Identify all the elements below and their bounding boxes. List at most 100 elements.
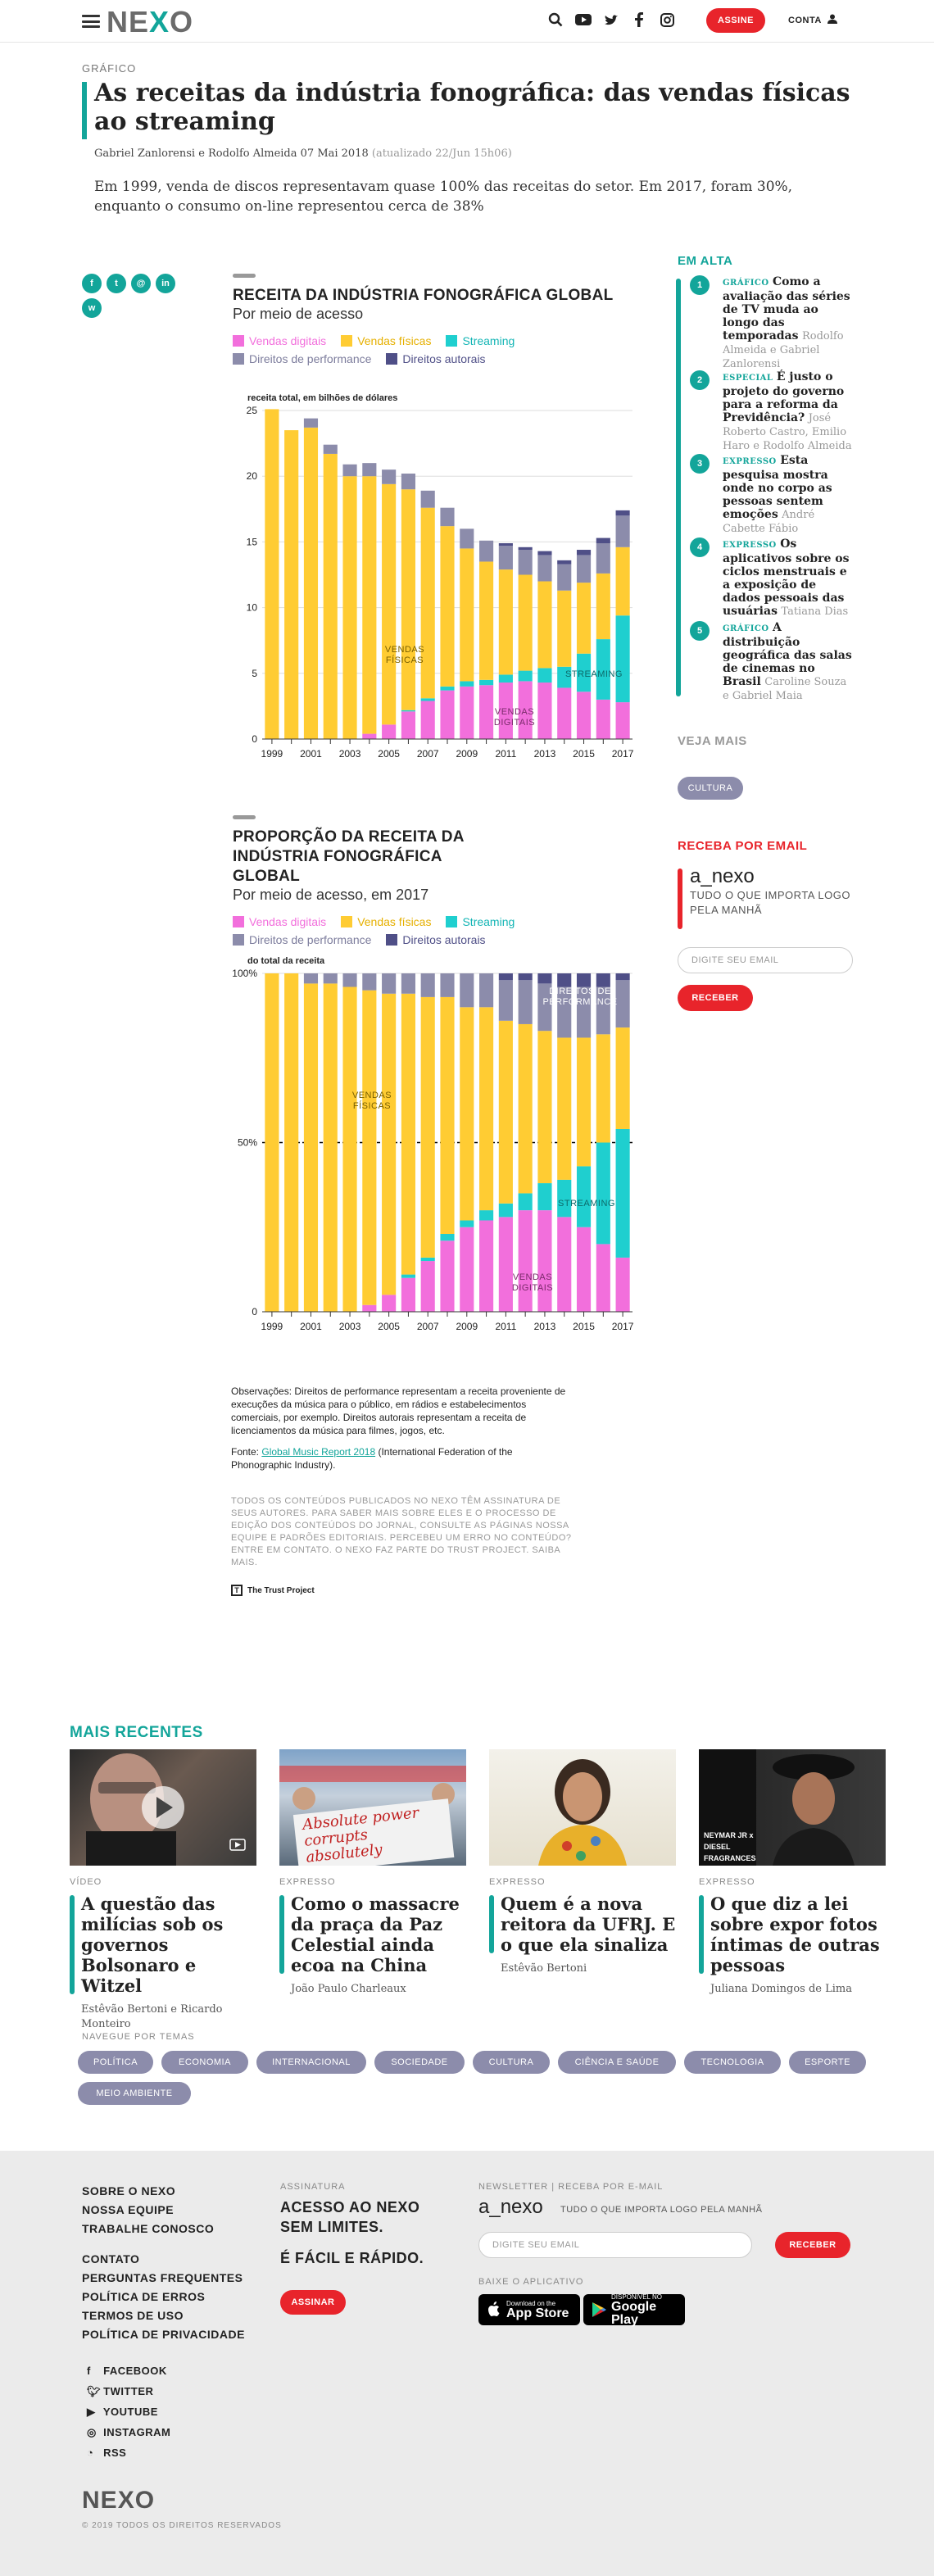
trust-project-logo[interactable]: T The Trust Project (231, 1585, 315, 1596)
byline-authors: Gabriel Zanlorensi e Rodolfo Almeida 07 … (94, 147, 369, 160)
footer-twitter[interactable]: 🐦︎ TWITTER (87, 2381, 170, 2401)
recent-card[interactable]: VÍDEO A questão das milícias sob os gove… (70, 1749, 256, 2032)
bar-segment (518, 973, 533, 981)
topic-ciencia-saude[interactable]: CIÊNCIA E SAÚDE (558, 2051, 676, 2074)
source-line: Fonte: Global Music Report 2018 (Interna… (231, 1446, 513, 1471)
card-title[interactable]: O que diz a lei sobre expor fotos íntima… (699, 1893, 886, 1975)
bar-segment (479, 540, 494, 562)
y-tick-label: 0 (252, 1306, 257, 1317)
recent-card[interactable]: Absolute power corrupts absolutely EXPRE… (279, 1749, 466, 1997)
card-title[interactable]: A questão das milícias sob os governos B… (70, 1893, 256, 1996)
source-link[interactable]: Global Music Report 2018 (261, 1446, 376, 1458)
share-whatsapp-icon[interactable]: w (82, 298, 102, 318)
share-twitter-icon[interactable]: t (107, 274, 126, 293)
footer-rss[interactable]: ◔ RSS (87, 2442, 170, 2463)
recent-card[interactable]: EXPRESSO Quem é a nova reitora da UFRJ. … (489, 1749, 676, 1976)
trending-item[interactable]: 1 GRÁFICO Como a avaliação das séries de … (690, 275, 855, 371)
x-tick-label: 2015 (573, 1321, 595, 1332)
bar-segment (557, 687, 572, 739)
footer-link[interactable]: TERMOS DE USO (82, 2309, 184, 2322)
trending-title[interactable]: É justo o projeto do governo para a refo… (723, 370, 845, 424)
sub-line: É FÁCIL E RÁPIDO. (280, 2250, 424, 2266)
footer-receive-button[interactable]: RECEBER (775, 2232, 850, 2258)
instagram-icon[interactable] (659, 11, 675, 28)
recent-image-protest[interactable]: Absolute power corrupts absolutely (279, 1749, 466, 1866)
trending-title[interactable]: A distribuição geográfica das salas de c… (723, 621, 852, 688)
share-email-icon[interactable]: @ (131, 274, 151, 293)
footer-link[interactable]: SOBRE O NEXO (82, 2184, 176, 2197)
sidebar-receive-button[interactable]: RECEBER (678, 985, 753, 1011)
footer-instagram[interactable]: ◎ INSTAGRAM (87, 2422, 170, 2442)
youtube-icon[interactable] (575, 11, 592, 28)
chart-annotation: STREAMING (558, 1199, 615, 1209)
bar-segment (537, 1183, 552, 1211)
logo[interactable]: NEXO (107, 5, 194, 39)
menu-icon[interactable] (82, 15, 100, 28)
tag-cultura[interactable]: CULTURA (678, 777, 743, 800)
search-icon[interactable] (547, 11, 564, 28)
share-facebook-icon[interactable]: f (82, 274, 102, 293)
bar-segment (460, 681, 474, 687)
trending-title[interactable]: Os aplicativos sobre os ciclos menstruai… (723, 537, 850, 618)
account-button[interactable]: CONTA (788, 14, 837, 25)
footer-facebook[interactable]: f FACEBOOK (87, 2361, 170, 2381)
bar-segment (596, 1034, 610, 1143)
topic-sociedade[interactable]: SOCIEDADE (374, 2051, 465, 2074)
footer-link[interactable]: POLÍTICA DE PRIVACIDADE (82, 2328, 245, 2341)
bar-segment (596, 1244, 610, 1312)
footer-link[interactable]: CONTATO (82, 2252, 140, 2265)
bar-segment (615, 702, 630, 739)
bar-segment (479, 973, 494, 1008)
footer-link[interactable]: PERGUNTAS FREQUENTES (82, 2271, 243, 2284)
topic-politica[interactable]: POLÍTICA (78, 2051, 153, 2074)
bar-segment (537, 1031, 552, 1184)
footer-youtube[interactable]: ▶ YOUTUBE (87, 2401, 170, 2422)
topic-cultura[interactable]: CULTURA (473, 2051, 550, 2074)
y-tick-label: 0 (252, 733, 257, 745)
app-store-button[interactable]: Download on the App Store (478, 2294, 580, 2325)
footer-link[interactable]: POLÍTICA DE ERROS (82, 2290, 206, 2303)
trending-item[interactable]: 2 ESPECIAL É justo o projeto do governo p… (690, 370, 855, 453)
bar-segment (420, 973, 435, 997)
recent-image-neymar[interactable]: NEYMAR JR x DIESEL FRAGRANCES (699, 1749, 886, 1866)
topic-esporte[interactable]: ESPORTE (789, 2051, 866, 2074)
bar-segment (479, 685, 494, 739)
footer-logo[interactable]: NEXO (82, 2487, 156, 2514)
recent-image-portrait[interactable] (489, 1749, 676, 1866)
footer-link[interactable]: TRABALHE CONOSCO (82, 2222, 215, 2235)
topic-internacional[interactable]: INTERNACIONAL (256, 2051, 366, 2074)
subscribe-button[interactable]: ASSINE (706, 8, 765, 33)
share-linkedin-icon[interactable]: in (156, 274, 175, 293)
card-author: Estêvão Bertoni (501, 1962, 587, 1975)
bar-segment (382, 993, 397, 1295)
bar-segment (518, 670, 533, 682)
footer-subscribe-button[interactable]: ASSINAR (280, 2290, 346, 2315)
topic-meio-ambiente[interactable]: MEIO AMBIENTE (78, 2082, 191, 2105)
google-play-button[interactable]: DISPONÍVEL NO Google Play (583, 2293, 685, 2326)
trending-item[interactable]: 5 GRÁFICO A distribuição geográfica das s… (690, 621, 855, 703)
card-title[interactable]: Quem é a nova reitora da UFRJ. E o que e… (489, 1893, 676, 1955)
topic-economia[interactable]: ECONOMIA (161, 2051, 248, 2074)
topic-tecnologia[interactable]: TECNOLOGIA (684, 2051, 781, 2074)
trending-item[interactable]: 3 EXPRESSO Esta pesquisa mostra onde no c… (690, 454, 855, 536)
footer-email-input[interactable]: DIGITE SEU EMAIL (478, 2232, 752, 2258)
neymar-ad-text: NEYMAR JR x DIESEL FRAGRANCES (704, 1831, 756, 1862)
bar-segment (557, 986, 572, 1038)
chart-annotation: VENDAS DIGITAIS (512, 1272, 553, 1293)
bar-segment (460, 1007, 474, 1221)
recent-card[interactable]: NEYMAR JR x DIESEL FRAGRANCES EXPRESSO O… (699, 1749, 886, 1997)
x-tick-label: 2003 (339, 748, 361, 760)
twitter-icon[interactable] (603, 11, 619, 28)
subscription-pitch: ACESSO AO NEXO SEM LIMITES. É FÁCIL E RÁ… (280, 2197, 424, 2268)
facebook-icon[interactable] (631, 11, 647, 28)
card-title[interactable]: Como o massacre da praça da Paz Celestia… (279, 1893, 466, 1975)
sidebar-email-input[interactable]: DIGITE SEU EMAIL (678, 947, 853, 973)
trending-item[interactable]: 4 EXPRESSO Os aplicativos sobre os ciclos… (690, 537, 855, 619)
trending-title[interactable]: Como a avaliação das séries de TV muda a… (723, 275, 850, 342)
trending-author: André Cabette Fábio (723, 509, 815, 535)
trending-title[interactable]: Esta pesquisa mostra onde no corpo as pe… (723, 454, 832, 521)
recent-image-video[interactable] (70, 1749, 256, 1866)
site-footer: SOBRE O NEXO NOSSA EQUIPE TRABALHE CONOS… (0, 2151, 934, 2576)
footer-link[interactable]: NOSSA EQUIPE (82, 2203, 175, 2216)
trending-accent-line (676, 279, 681, 696)
